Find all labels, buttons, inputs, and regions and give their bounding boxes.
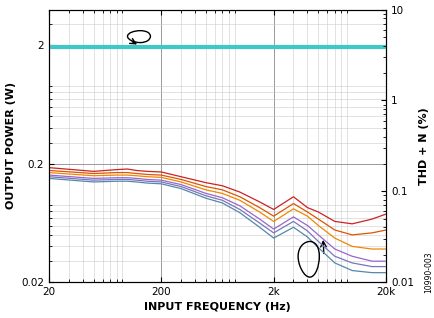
- Y-axis label: THD + N (%): THD + N (%): [418, 107, 428, 185]
- Text: 10990-003: 10990-003: [423, 251, 432, 293]
- X-axis label: INPUT FREQUENCY (Hz): INPUT FREQUENCY (Hz): [144, 302, 290, 313]
- Y-axis label: OUTPUT POWER (W): OUTPUT POWER (W): [6, 82, 16, 209]
